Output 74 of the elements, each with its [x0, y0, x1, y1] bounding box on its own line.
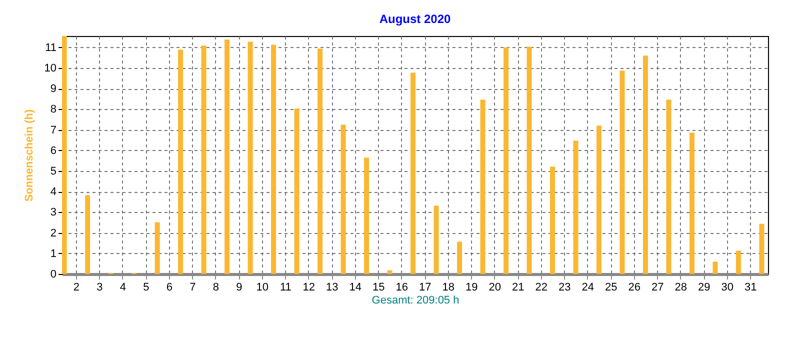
y-tick-label: 3 — [50, 206, 56, 219]
x-tick-label: 12 — [302, 282, 316, 294]
x-tick-label: 14 — [349, 282, 362, 294]
x-tick-label: 15 — [372, 282, 385, 294]
bar — [271, 44, 276, 274]
bar — [434, 206, 439, 274]
x-tick-label: 4 — [120, 282, 126, 294]
x-tick-label: 20 — [488, 282, 502, 294]
bar — [689, 132, 694, 274]
bar — [340, 124, 346, 274]
bar — [364, 158, 370, 274]
x-tick-label: 30 — [721, 282, 734, 294]
x-tick-label: 17 — [419, 282, 432, 294]
y-tick-label: 10 — [44, 62, 56, 74]
x-tick-label: 16 — [396, 282, 408, 294]
x-tick-label: 21 — [512, 282, 524, 294]
bar — [85, 195, 90, 274]
x-tick-label: 2 — [73, 282, 80, 294]
y-tick-label: 8 — [50, 104, 56, 116]
y-tick-label: 11 — [45, 42, 56, 54]
y-tick-label: 1 — [50, 248, 56, 260]
bar — [457, 242, 462, 274]
bar — [550, 166, 556, 274]
x-tick-label: 7 — [190, 282, 196, 294]
bar — [62, 36, 67, 274]
x-tick-label: 27 — [651, 282, 664, 294]
bar — [410, 72, 416, 274]
bar — [178, 50, 184, 274]
x-tick-label: 29 — [698, 282, 710, 294]
bar — [642, 56, 648, 274]
bar — [224, 40, 230, 274]
bar — [712, 262, 718, 274]
x-tick-label: 11 — [280, 282, 292, 294]
bar — [201, 46, 206, 274]
bar — [480, 100, 486, 274]
bar — [666, 100, 672, 274]
bar — [526, 46, 532, 274]
x-tick-label: 23 — [558, 282, 571, 294]
x-tick-label: 24 — [582, 282, 594, 294]
bar — [759, 224, 764, 274]
x-tick-label: 10 — [256, 282, 269, 294]
x-tick-label: 31 — [744, 282, 757, 294]
x-tick-label: 6 — [166, 282, 172, 294]
x-tick-label: 28 — [674, 282, 687, 294]
bar — [596, 126, 602, 274]
y-tick-label: 6 — [50, 144, 56, 157]
y-tick-label: 5 — [50, 165, 56, 178]
y-tick-label: 4 — [50, 186, 56, 198]
text: Gesamt: 209:05 h — [372, 294, 460, 306]
bar — [573, 140, 578, 274]
bar — [154, 222, 160, 274]
x-tick-label: 9 — [236, 282, 242, 294]
x-tick-label: 25 — [604, 282, 618, 294]
x-tick-label: 13 — [326, 282, 338, 294]
y-tick-label: 9 — [50, 83, 56, 96]
bar — [620, 70, 625, 274]
bar — [387, 270, 392, 274]
y-tick-label: 2 — [50, 227, 56, 240]
x-tick-label: 5 — [143, 282, 150, 294]
chart-title: August 2020 — [379, 12, 451, 26]
y-tick-label: 7 — [50, 124, 56, 136]
y-tick-label: 0 — [50, 268, 56, 280]
bar — [248, 42, 253, 274]
x-tick-label: 22 — [535, 282, 548, 294]
bar — [504, 47, 509, 274]
x-tick-label: 26 — [628, 282, 640, 294]
bar — [736, 250, 741, 274]
bar — [318, 48, 323, 274]
x-tick-label: 19 — [466, 282, 478, 294]
bar — [294, 108, 300, 274]
y-axis-title: Sonnenschein (h) — [23, 109, 36, 202]
x-tick-label: 18 — [442, 282, 455, 294]
x-tick-label: 8 — [212, 282, 219, 294]
x-tick-label: 3 — [96, 282, 103, 294]
